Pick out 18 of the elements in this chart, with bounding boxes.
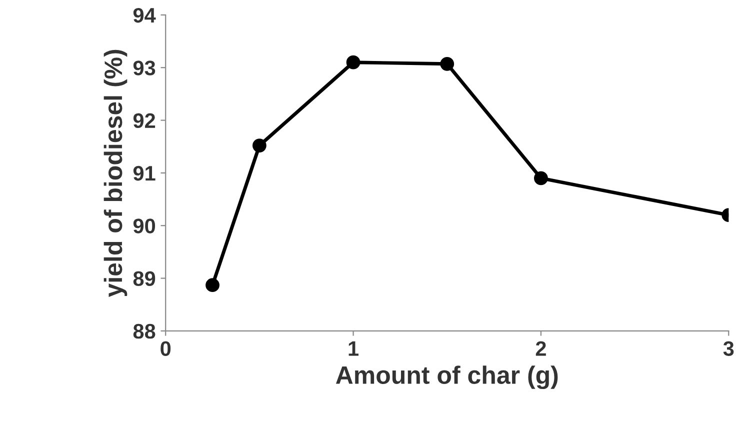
x-axis-title: Amount of char (g) [336, 366, 558, 390]
x-tick-label: 3 [723, 341, 734, 356]
y-tick-label: 88 [133, 324, 156, 339]
point [252, 138, 266, 152]
y-axis-title: yield of biodiesel (%) [104, 50, 128, 298]
x-tick-label: 0 [160, 341, 171, 356]
point [440, 56, 454, 71]
x-tick-label: 2 [536, 341, 546, 356]
y-tick-label: 89 [133, 271, 156, 286]
point [206, 278, 220, 292]
point [346, 55, 360, 70]
x-tick-label: 1 [348, 341, 358, 356]
point [534, 171, 548, 186]
y-tick-label: 90 [133, 218, 156, 234]
y-tick-label: 92 [133, 113, 156, 128]
y-tick-label: 91 [133, 166, 156, 181]
y-tick-label: 93 [133, 60, 156, 76]
y-tick-label: 94 [133, 8, 156, 23]
